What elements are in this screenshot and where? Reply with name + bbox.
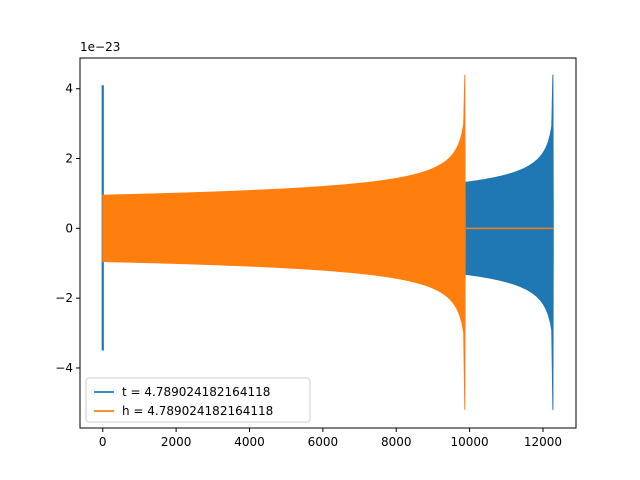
x-tick-label: 8000 — [381, 435, 412, 449]
x-tick-label: 4000 — [234, 435, 265, 449]
x-tick-label: 0 — [99, 435, 107, 449]
axes-frame — [79, 57, 577, 429]
legend: t = 4.789024182164118 h = 4.7890241821641… — [85, 377, 311, 423]
y-axis: −4 −2 0 2 4 — [55, 82, 80, 375]
plot-area — [101, 74, 554, 410]
y-offset-text: 1e−23 — [80, 40, 120, 54]
y-tick-label: −2 — [55, 291, 73, 305]
legend-box — [85, 377, 311, 423]
x-tick-label: 10000 — [451, 435, 489, 449]
x-tick-label: 6000 — [308, 435, 339, 449]
x-tick-label: 12000 — [524, 435, 562, 449]
y-tick-label: 2 — [65, 152, 73, 166]
x-tick-label: 2000 — [161, 435, 192, 449]
y-tick-label: 0 — [65, 221, 73, 235]
legend-label: t = 4.789024182164118 — [122, 385, 270, 399]
y-tick-label: −4 — [55, 361, 73, 375]
y-tick-label: 4 — [65, 82, 73, 96]
h-series-band — [102, 74, 466, 410]
legend-label: h = 4.789024182164118 — [122, 404, 273, 418]
x-axis: 0 2000 4000 6000 8000 10000 12000 — [99, 428, 562, 449]
